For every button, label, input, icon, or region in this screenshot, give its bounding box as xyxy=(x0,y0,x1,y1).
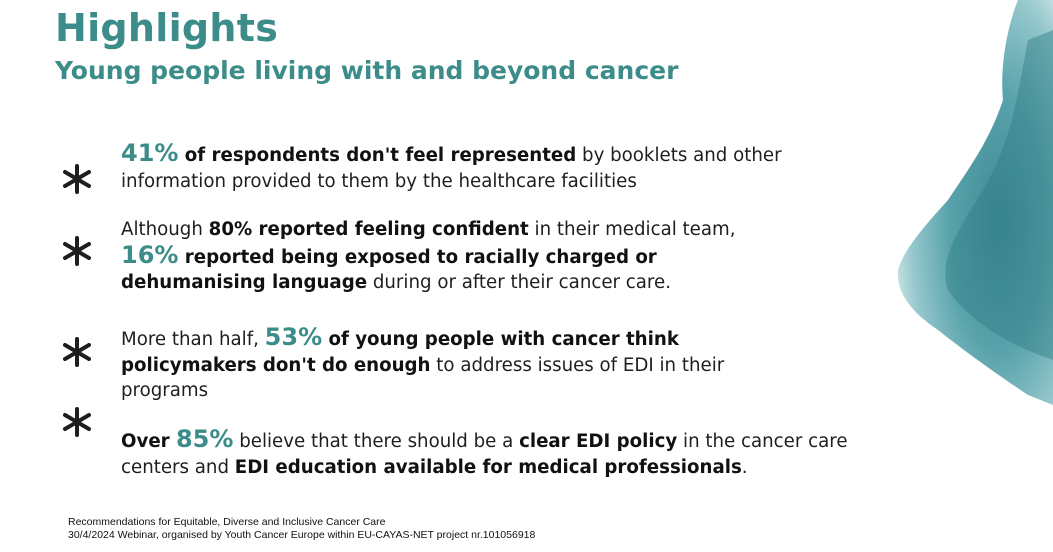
bold-text: reported being exposed to racially charg… xyxy=(121,246,657,294)
bullet-item: Although 80% reported feeling confident … xyxy=(121,217,761,296)
asterisk-icon xyxy=(63,337,91,367)
bullet-item: Over 85% believe that there should be a … xyxy=(121,425,881,480)
bold-text: of young people with cancer think policy… xyxy=(121,329,679,376)
page-title: Highlights xyxy=(55,6,279,50)
body-text: believe that there should be a xyxy=(233,431,520,452)
footer-line: Recommendations for Equitable, Diverse a… xyxy=(68,516,386,528)
asterisk-icon xyxy=(63,407,91,437)
asterisk-icon xyxy=(63,236,91,266)
page-subtitle: Young people living with and beyond canc… xyxy=(55,56,679,85)
stat-value: 53% xyxy=(264,323,323,351)
body-text: by booklets and other information provid… xyxy=(121,145,782,192)
bold-text: 80% reported feeling confident xyxy=(208,219,529,240)
asterisk-icon xyxy=(63,164,91,194)
body-text: during or after their cancer care. xyxy=(367,272,671,293)
watercolor-decoration xyxy=(897,0,1053,405)
bold-text: Over xyxy=(121,431,176,452)
body-text: . xyxy=(741,456,748,478)
bold-text: clear EDI policy xyxy=(519,431,678,452)
stat-value: 41% xyxy=(121,139,179,167)
bold-text: EDI education available for medical prof… xyxy=(234,456,742,478)
bullet-item: More than half, 53% of young people with… xyxy=(121,323,801,404)
bullet-item: 41% of respondents don't feel represente… xyxy=(121,139,841,194)
body-text: in their medical team, xyxy=(528,219,736,240)
footer-source: Recommendations for Equitable, Diverse a… xyxy=(68,516,535,542)
footer-line: 30/4/2024 Webinar, organised by Youth Ca… xyxy=(68,529,536,541)
stat-value: 16% xyxy=(121,240,179,269)
body-text: to address issues of EDI in their progra… xyxy=(121,354,725,402)
bold-text: of respondents don't feel represented xyxy=(178,145,577,166)
body-text: Although xyxy=(121,219,209,240)
body-text: More than half, xyxy=(121,329,265,350)
body-text: in the cancer care centers and xyxy=(121,431,848,478)
stat-value: 85% xyxy=(175,425,234,453)
